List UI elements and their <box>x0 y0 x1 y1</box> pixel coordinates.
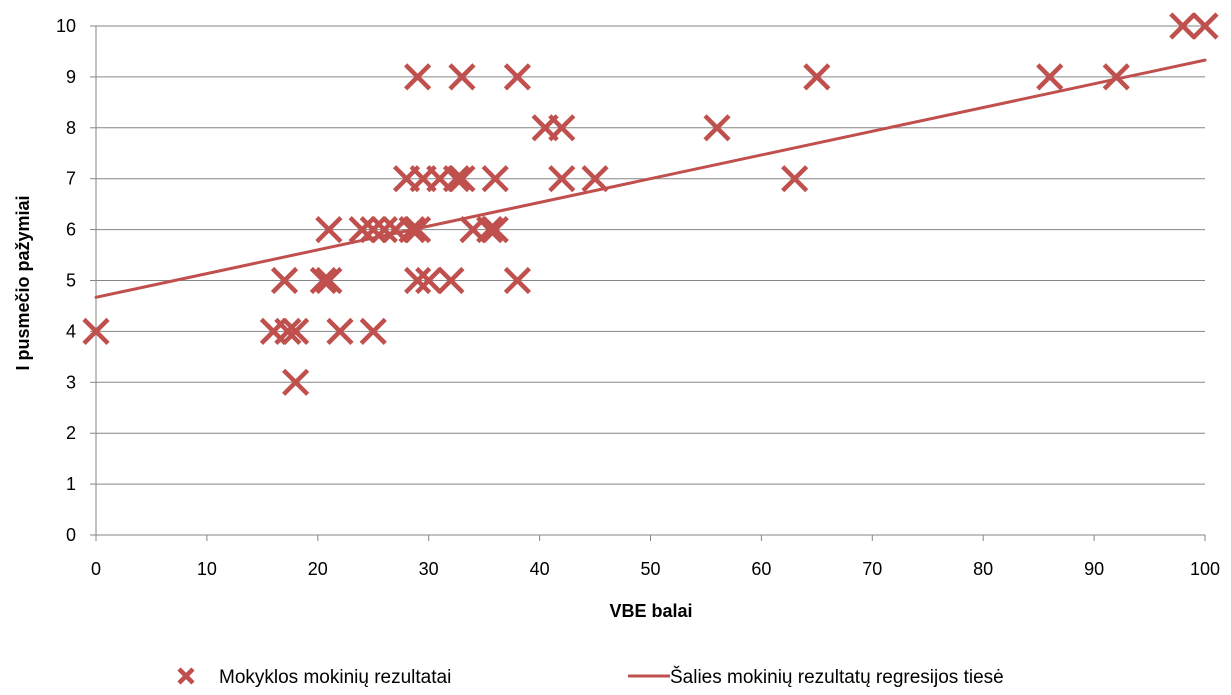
data-point <box>442 165 471 193</box>
y-axis-title: I pusmečio pažymiai <box>13 195 33 370</box>
data-point <box>1036 63 1064 91</box>
data-point <box>448 63 476 91</box>
y-tick-labels: 0 1 2 3 4 5 6 7 8 9 10 <box>56 16 76 545</box>
y-tick-label-9: 9 <box>66 67 76 87</box>
x-axis-title: VBE balai <box>609 601 692 621</box>
x-tick-label-100: 100 <box>1190 559 1220 579</box>
y-tick-label-3: 3 <box>66 372 76 392</box>
y-tick-label-2: 2 <box>66 423 76 443</box>
data-point <box>274 317 302 345</box>
data-point <box>326 317 354 345</box>
regression-line-layer <box>94 58 1207 299</box>
data-point <box>503 63 532 91</box>
x-tick-label-50: 50 <box>640 559 660 579</box>
data-point <box>1102 63 1130 91</box>
legend-x-marker-icon <box>177 667 195 685</box>
data-points <box>82 12 1219 396</box>
data-point <box>398 216 426 244</box>
legend-label-school-results: Mokyklos mokinių rezultatai <box>219 667 451 688</box>
data-point <box>315 216 343 244</box>
y-tick-label-5: 5 <box>66 271 76 291</box>
legend-x-marker <box>177 667 195 685</box>
data-point <box>348 216 376 244</box>
data-point <box>82 317 110 345</box>
y-tick-label-7: 7 <box>66 169 76 189</box>
data-point <box>309 266 337 295</box>
data-point <box>370 216 398 244</box>
y-tick-label-1: 1 <box>66 474 76 494</box>
axes <box>90 25 1206 541</box>
data-point <box>703 114 731 142</box>
data-point <box>481 165 509 193</box>
x-tick-label-60: 60 <box>751 559 771 579</box>
data-point <box>503 266 532 295</box>
x-tick-label-40: 40 <box>530 559 550 579</box>
gridlines <box>96 25 1205 485</box>
data-point <box>404 216 432 244</box>
data-point <box>448 165 476 193</box>
data-point <box>781 165 809 193</box>
x-tick-labels: 0 10 20 30 40 50 60 70 80 90 100 <box>91 559 1220 579</box>
legend-item-regression: Šalies mokinių rezultatų regresijos ties… <box>628 666 1004 688</box>
x-tick-label-70: 70 <box>862 559 882 579</box>
data-point <box>481 216 509 244</box>
data-point <box>548 114 576 142</box>
data-point <box>415 266 443 295</box>
data-point <box>359 216 387 244</box>
data-point <box>315 266 343 295</box>
x-tick-label-80: 80 <box>973 559 993 579</box>
data-point <box>803 63 831 91</box>
legend-item-school-results: Mokyklos mokinių rezultatai <box>177 667 451 688</box>
x-tick-label-10: 10 <box>197 559 217 579</box>
y-tick-label-10: 10 <box>56 16 76 36</box>
data-point <box>581 165 609 193</box>
y-tick-label-8: 8 <box>66 118 76 138</box>
data-point <box>1191 12 1219 40</box>
x-tick-label-20: 20 <box>308 559 328 579</box>
legend: Mokyklos mokinių rezultatai Šalies mokin… <box>177 666 1004 688</box>
data-point <box>437 266 465 295</box>
data-point <box>548 165 576 193</box>
data-point <box>476 216 504 244</box>
data-point <box>282 317 310 345</box>
data-point <box>404 63 432 91</box>
data-point <box>359 317 387 345</box>
legend-label-regression: Šalies mokinių rezultatų regresijos ties… <box>670 666 1004 688</box>
regression-line <box>94 58 1207 299</box>
y-tick-label-4: 4 <box>66 321 76 341</box>
x-tick-label-30: 30 <box>419 559 439 579</box>
data-point <box>1169 12 1197 40</box>
y-tick-label-6: 6 <box>66 220 76 240</box>
x-tick-label-90: 90 <box>1084 559 1104 579</box>
x-tick-label-0: 0 <box>91 559 101 579</box>
data-point <box>270 266 299 295</box>
data-point <box>404 266 432 295</box>
y-tick-label-0: 0 <box>66 525 76 545</box>
data-point <box>282 368 310 396</box>
